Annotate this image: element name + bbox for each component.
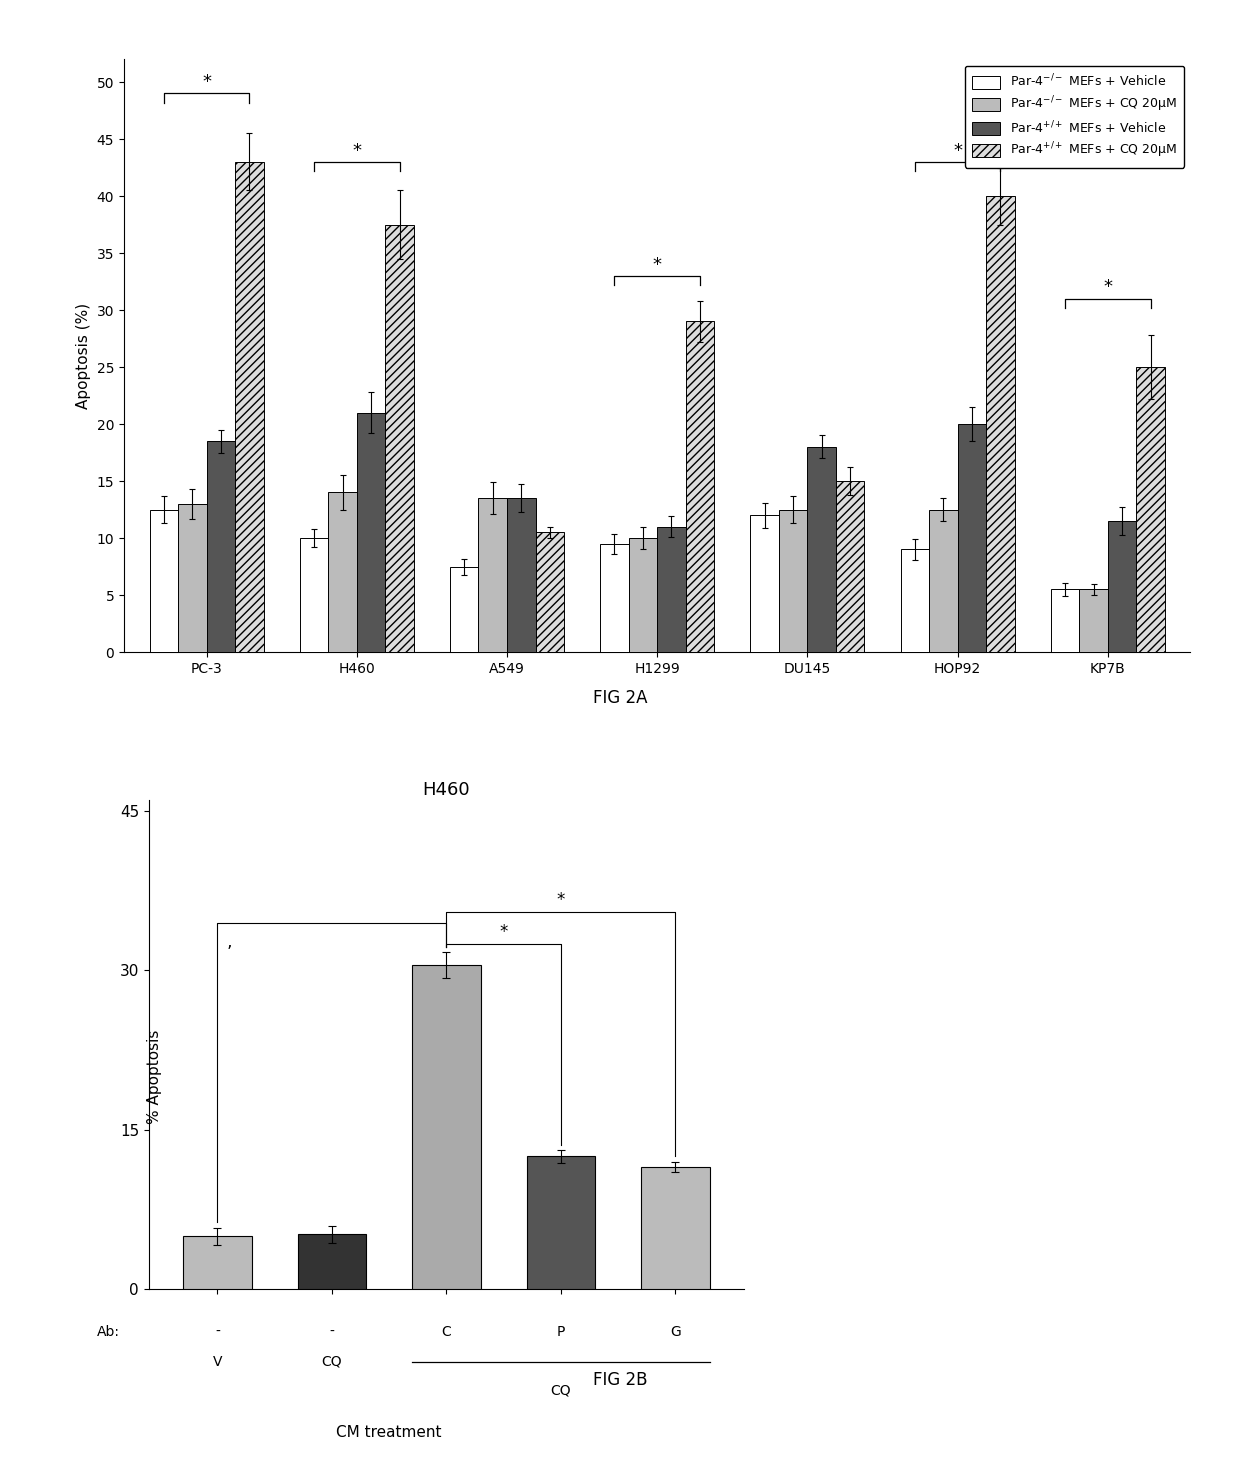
Text: *: * [352, 142, 361, 160]
Text: % Apoptosis: % Apoptosis [148, 1030, 162, 1123]
Text: *: * [954, 142, 962, 160]
Bar [657, 526, 686, 652]
Bar [150, 510, 179, 652]
Bar [184, 1236, 252, 1289]
Bar [900, 550, 929, 652]
Text: FIG 2B: FIG 2B [593, 1371, 647, 1389]
Text: -: - [215, 1325, 219, 1338]
Text: CM treatment: CM treatment [336, 1426, 441, 1441]
Bar [536, 532, 564, 652]
Text: CQ: CQ [551, 1383, 572, 1398]
Bar [957, 424, 986, 652]
Bar [329, 492, 357, 652]
Bar [1050, 590, 1079, 652]
Bar [686, 322, 714, 652]
Bar [527, 1156, 595, 1289]
Bar [641, 1168, 709, 1289]
Y-axis label: Apoptosis (%): Apoptosis (%) [76, 302, 91, 409]
Bar [357, 412, 386, 652]
Bar [750, 516, 779, 652]
Bar [507, 498, 536, 652]
Bar [450, 566, 479, 652]
Bar [412, 965, 481, 1289]
Bar [298, 1235, 366, 1289]
Text: *: * [1104, 279, 1112, 296]
Bar [600, 544, 629, 652]
Bar [179, 504, 207, 652]
Text: CQ: CQ [321, 1355, 342, 1369]
Text: Ab:: Ab: [97, 1325, 120, 1338]
Text: *: * [202, 73, 211, 92]
Text: V: V [213, 1355, 222, 1369]
Bar [807, 448, 836, 652]
Bar [300, 538, 329, 652]
Text: *: * [557, 891, 565, 908]
Bar [1136, 368, 1164, 652]
Bar [779, 510, 807, 652]
Legend: Par-4$^{-/-}$ MEFs + Vehicle, Par-4$^{-/-}$ MEFs + CQ 20μM, Par-4$^{+/+}$ MEFs +: Par-4$^{-/-}$ MEFs + Vehicle, Par-4$^{-/… [965, 65, 1184, 167]
Text: P: P [557, 1325, 565, 1338]
Bar [236, 162, 264, 652]
Bar [1079, 590, 1107, 652]
Bar [386, 225, 414, 652]
Bar [836, 482, 864, 652]
Bar [1107, 522, 1136, 652]
Text: C: C [441, 1325, 451, 1338]
Title: H460: H460 [423, 781, 470, 799]
Text: *: * [652, 255, 662, 274]
Text: FIG 2A: FIG 2A [593, 689, 647, 707]
Bar [929, 510, 957, 652]
Text: -: - [330, 1325, 335, 1338]
Text: G: G [670, 1325, 681, 1338]
Text: ’: ’ [227, 944, 232, 962]
Bar [629, 538, 657, 652]
Bar [986, 196, 1014, 652]
Text: *: * [500, 923, 508, 941]
Bar [479, 498, 507, 652]
Bar [207, 442, 236, 652]
